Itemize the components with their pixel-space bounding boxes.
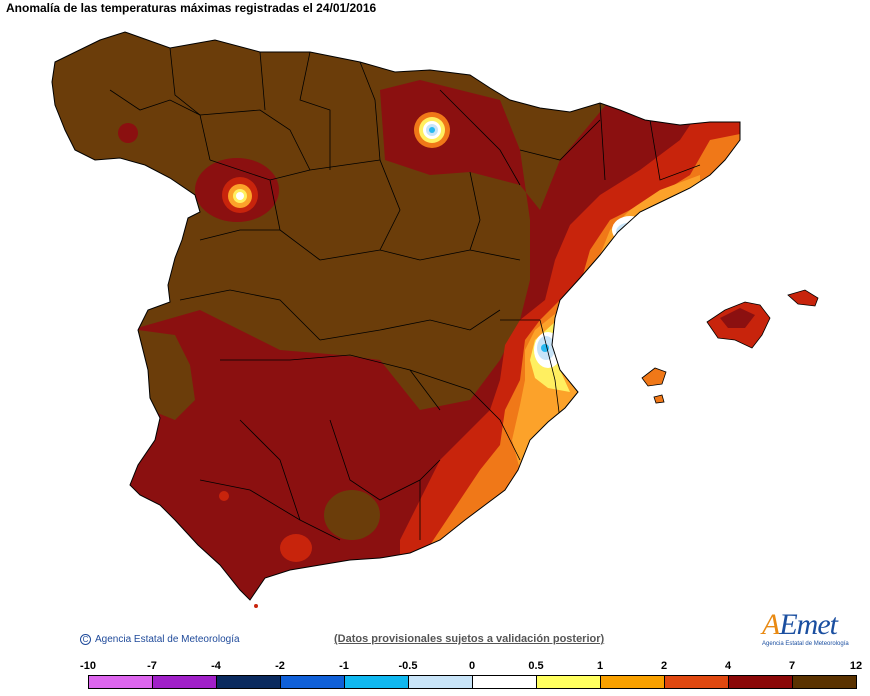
legend-tick: -0.5 bbox=[398, 660, 418, 672]
legend-tick: 1 bbox=[596, 660, 604, 672]
legend-swatch bbox=[728, 675, 793, 689]
logo-letter-a: A bbox=[762, 608, 780, 641]
legend-tick: 12 bbox=[849, 660, 863, 672]
map-title: Anomalía de las temperaturas máximas reg… bbox=[6, 1, 377, 15]
legend-swatch bbox=[280, 675, 345, 689]
legend-swatch bbox=[600, 675, 665, 689]
balearic-islands bbox=[641, 289, 819, 404]
legend-swatch bbox=[664, 675, 729, 689]
legend-tick: -10 bbox=[80, 660, 96, 672]
legend-swatch bbox=[792, 675, 857, 689]
temperature-anomaly-map bbox=[51, 31, 819, 608]
legend-tick: -7 bbox=[147, 660, 157, 672]
legend-swatch bbox=[344, 675, 409, 689]
legend-tick: 2 bbox=[660, 660, 668, 672]
provisional-notice: (Datos provisionales sujetos a validació… bbox=[334, 633, 605, 645]
legend-swatch bbox=[216, 675, 281, 689]
legend-swatch bbox=[88, 675, 153, 689]
credit-text: Agencia Estatal de Meteorología bbox=[95, 634, 240, 645]
legend-swatch bbox=[408, 675, 473, 689]
legend-swatch bbox=[536, 675, 601, 689]
credit: C Agencia Estatal de Meteorología bbox=[80, 634, 240, 645]
legend-tick: -2 bbox=[275, 660, 285, 672]
legend-swatch bbox=[472, 675, 537, 689]
aemet-logo: AEmet Agencia Estatal de Meteorología bbox=[760, 608, 850, 652]
legend-tick: 0.5 bbox=[528, 660, 544, 672]
legend-tick: 4 bbox=[724, 660, 732, 672]
legend-tick: 0 bbox=[468, 660, 476, 672]
legend-tick: 7 bbox=[788, 660, 796, 672]
logo-text: Emet bbox=[779, 608, 838, 641]
logo-subtitle: Agencia Estatal de Meteorología bbox=[762, 641, 849, 647]
legend-swatch bbox=[152, 675, 217, 689]
legend-tick: -1 bbox=[339, 660, 349, 672]
legend-tick: -4 bbox=[211, 660, 221, 672]
copyright-icon: C bbox=[80, 634, 91, 645]
